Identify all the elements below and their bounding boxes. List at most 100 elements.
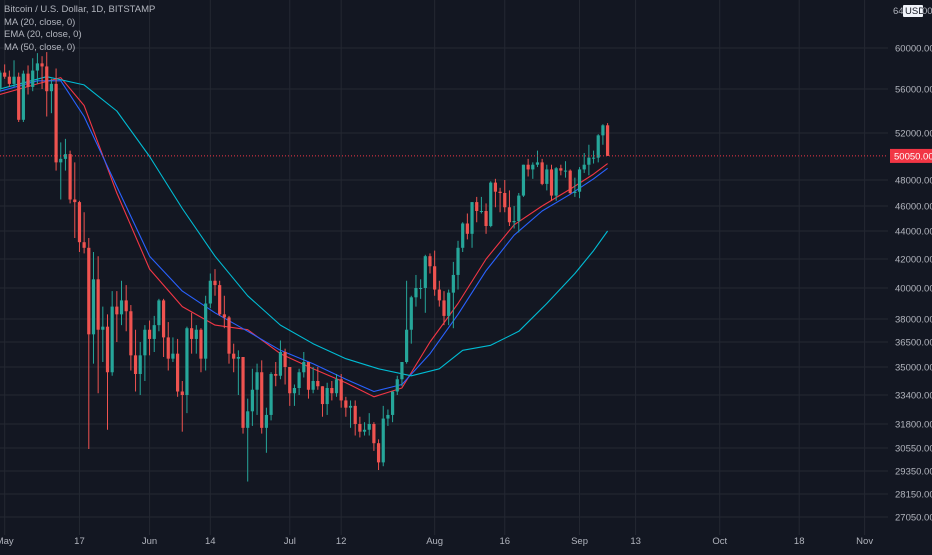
- candle-body: [591, 157, 596, 159]
- candle-body: [45, 66, 49, 92]
- x-tick-label: Aug: [426, 536, 443, 547]
- candle-body: [133, 355, 138, 374]
- candles: [0, 52, 610, 482]
- candle-body: [26, 73, 30, 87]
- candle-body: [428, 256, 432, 267]
- candle-body: [115, 306, 119, 315]
- candle-body: [176, 353, 180, 392]
- candle-body: [461, 223, 465, 248]
- candle-body: [96, 279, 100, 330]
- candle-body: [475, 202, 479, 211]
- x-tick-label: Jun: [142, 536, 157, 547]
- candle-body: [372, 424, 376, 444]
- candle-body: [433, 266, 437, 290]
- candle-body: [255, 372, 259, 390]
- y-tick-label: 35000.00: [895, 363, 932, 374]
- candle-body: [264, 414, 268, 428]
- legend-ma50[interactable]: MA (50, close, 0): [4, 41, 76, 53]
- candle-body: [400, 362, 404, 380]
- y-tick-label: 29350.00: [895, 467, 932, 478]
- y-tick-label: 56000.00: [895, 85, 932, 96]
- candle-body: [63, 154, 68, 159]
- candle-body: [101, 326, 105, 330]
- candle-body: [283, 352, 287, 367]
- candle-body: [297, 372, 301, 388]
- candle-body: [82, 242, 86, 248]
- last-price-badge: [890, 148, 932, 163]
- candle-body: [573, 191, 577, 193]
- series-line: [0, 77, 608, 398]
- legend-ma20[interactable]: MA (20, close, 0): [4, 16, 76, 28]
- candle-body: [451, 274, 455, 293]
- candle-body: [269, 374, 273, 415]
- y-tick-label: 40000.00: [895, 284, 932, 295]
- candle-body: [77, 202, 82, 243]
- candle-body: [339, 379, 343, 401]
- candle-body: [596, 135, 600, 158]
- candle-body: [306, 362, 311, 390]
- candle-body: [447, 292, 451, 316]
- currency-prefix: 64: [893, 6, 904, 17]
- candle-body: [605, 125, 610, 156]
- candle-body: [535, 162, 540, 165]
- candle-body: [194, 329, 198, 339]
- candle-body: [582, 164, 586, 170]
- y-tick-label: 30550.00: [895, 444, 932, 455]
- candle-body: [190, 328, 194, 339]
- candle-body: [143, 329, 147, 356]
- candle-body: [35, 63, 39, 71]
- candle-body: [479, 211, 483, 212]
- candle-body: [376, 443, 381, 463]
- candle-body: [288, 367, 292, 394]
- candle-body: [105, 326, 110, 373]
- candle-body: [0, 72, 2, 89]
- candle-body: [222, 314, 226, 318]
- candle-body: [395, 379, 399, 392]
- candle-body: [405, 329, 409, 362]
- indicator-lines: [0, 76, 609, 398]
- x-tick-label: 12: [336, 536, 347, 547]
- candle-body: [316, 381, 320, 387]
- candle-body: [7, 76, 11, 84]
- last-price-label: 50050.00: [894, 151, 932, 162]
- candle-body: [531, 164, 535, 170]
- candle-body: [21, 73, 25, 120]
- candle-body: [330, 388, 334, 394]
- candle-body: [180, 391, 184, 395]
- candle-body: [91, 279, 96, 335]
- candle-body: [503, 193, 507, 208]
- x-tick-label: Oct: [712, 536, 727, 547]
- y-tick-label: 48000.00: [895, 176, 932, 187]
- legend-ema20[interactable]: EMA (20, close, 0): [4, 29, 82, 40]
- candle-body: [540, 162, 544, 184]
- candle-body: [213, 280, 217, 286]
- y-tick-label: 36500.00: [895, 338, 932, 349]
- candle-body: [517, 195, 521, 221]
- y-tick-label: 44000.00: [895, 227, 932, 238]
- legend-symbol[interactable]: Bitcoin / U.S. Dollar, 1D, BITSTAMP: [4, 4, 156, 15]
- candle-body: [386, 414, 390, 419]
- candle-body: [246, 411, 250, 428]
- candle-body: [563, 170, 568, 172]
- candle-body: [587, 157, 591, 165]
- candle-body: [171, 353, 175, 359]
- candle-body: [601, 125, 605, 136]
- candle-body: [124, 300, 128, 312]
- candle-body: [512, 221, 516, 223]
- candle-body: [320, 386, 325, 405]
- candle-body: [129, 311, 133, 356]
- candle-body: [73, 199, 77, 203]
- candle-body: [442, 300, 446, 316]
- currency-suffix: 00: [922, 6, 932, 17]
- x-tick-label: Nov: [856, 536, 873, 547]
- candle-body: [465, 223, 469, 234]
- currency-label[interactable]: 64 USD 00: [893, 5, 932, 17]
- candle-body: [260, 372, 264, 428]
- candle-body: [87, 247, 91, 335]
- candle-body: [185, 328, 189, 395]
- candle-body: [59, 158, 63, 163]
- candle-body: [419, 288, 423, 289]
- grid-lines: [0, 0, 888, 535]
